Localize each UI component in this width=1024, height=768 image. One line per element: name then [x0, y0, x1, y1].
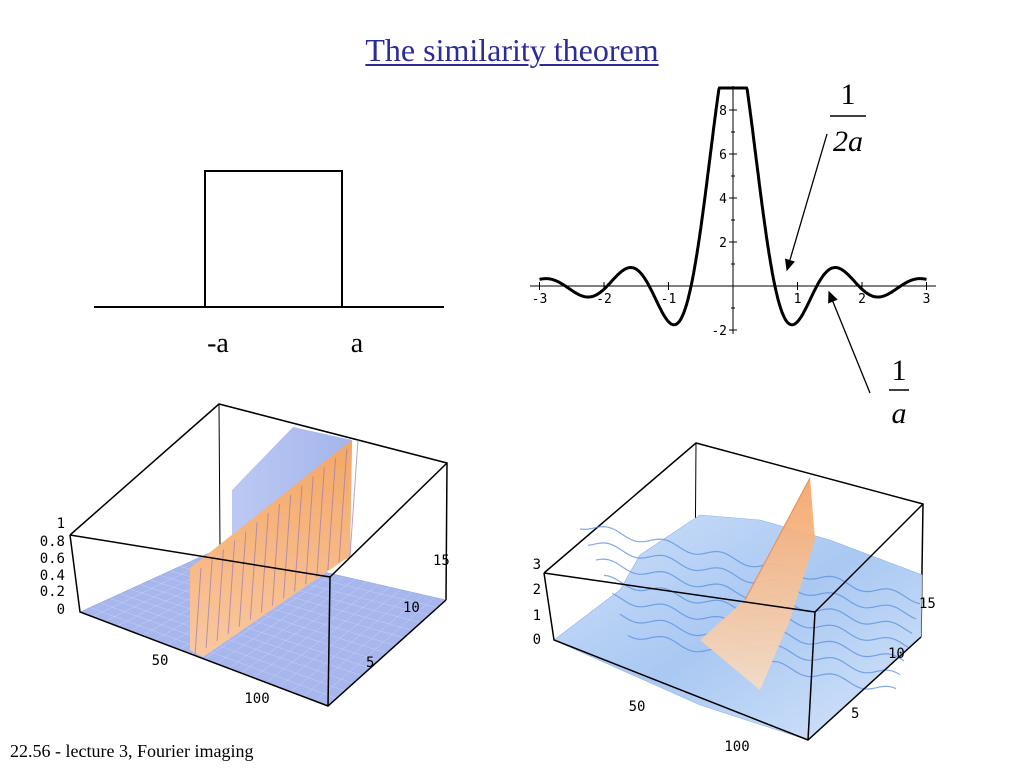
left-floor-grid-line — [149, 579, 388, 654]
label-a: a — [351, 328, 364, 359]
sinc-x-tick-label: -3 — [532, 292, 548, 307]
left-floor-grid-line — [109, 598, 354, 684]
sinc-y-tick-label: 8 — [719, 104, 727, 119]
label-minus-a: -a — [207, 328, 229, 359]
sinc-plot: -3 -2 -1 1 2 3 -2 2 4 6 8 — [530, 86, 936, 339]
sinc-y-tick-label: 2 — [719, 236, 727, 251]
half-width-denominator: 2a — [833, 125, 863, 158]
right-y-tick-2: 15 — [919, 596, 936, 612]
left-z-tick-1: 0.2 — [40, 584, 65, 600]
left-step-stripe — [316, 467, 325, 578]
left-step-stripe — [272, 503, 280, 606]
left-step-stripe — [283, 494, 292, 599]
left-z-tick-5: 1 — [57, 516, 65, 532]
left-step-stripe — [216, 549, 224, 641]
annotation-full-width: 1 a — [828, 290, 909, 430]
sinc-ticks: -3 -2 -1 1 2 3 -2 2 4 6 8 — [532, 87, 931, 339]
left-step-stripe — [260, 513, 269, 613]
rect-pulse-diagram: -a a — [94, 170, 444, 359]
right-central-ridge — [700, 478, 815, 690]
sinc-x-tick-label: -1 — [661, 292, 677, 307]
right-y-tick-1: 10 — [888, 646, 905, 662]
left-step-stripe — [227, 540, 236, 634]
left-step-stripe — [305, 476, 314, 585]
slide-footer: 22.56 - lecture 3, Fourier imaging — [10, 741, 254, 761]
surface-plot-right: 0 1 2 3 50 100 5 10 15 — [533, 442, 936, 755]
left-step-stripe — [205, 558, 213, 648]
right-x-tick-1: 100 — [724, 739, 749, 755]
slide-title: The similarity theorem — [365, 32, 659, 68]
full-width-numerator: 1 — [892, 354, 907, 387]
left-floor-grid-line — [129, 588, 371, 669]
right-z-tick-3: 3 — [533, 557, 541, 573]
sinc-curve — [539, 86, 927, 327]
left-step-stripe — [194, 567, 202, 656]
right-y-tick-0: 5 — [851, 706, 859, 722]
right-z-tick-1: 1 — [533, 608, 541, 624]
right-z-tick-2: 2 — [533, 582, 541, 598]
half-width-numerator: 1 — [841, 78, 856, 111]
left-step-stripe — [249, 522, 258, 620]
left-z-tick-3: 0.6 — [40, 551, 65, 567]
sinc-y-tick-label: 4 — [719, 192, 727, 207]
surface-plot-left: 0 0.2 0.4 0.6 0.8 1 50 100 5 10 15 — [40, 403, 450, 707]
half-width-arrow — [784, 133, 828, 272]
left-z-tick-0: 0 — [57, 602, 65, 618]
rect-pulse — [204, 170, 343, 307]
left-step-stripe — [349, 439, 359, 557]
left-step-stripe — [327, 458, 337, 571]
full-width-arrow — [828, 290, 871, 394]
right-surface-ripple — [587, 542, 917, 620]
left-floor-grid-line — [89, 607, 337, 699]
left-floor-grid-line — [119, 593, 362, 676]
sinc-x-tick-label: 1 — [794, 292, 802, 307]
right-x-tick-0: 50 — [629, 699, 646, 715]
left-y-tick-1: 10 — [403, 600, 420, 616]
left-floor-grid-line — [99, 602, 345, 692]
left-floor-grid-line — [139, 584, 379, 661]
full-width-denominator: a — [892, 397, 907, 430]
right-surface-ripple — [579, 525, 921, 605]
sinc-y-tick-label: -2 — [711, 324, 727, 339]
left-step-stripe — [238, 531, 247, 627]
sinc-x-tick-label: 3 — [923, 292, 931, 307]
left-z-tick-4: 0.8 — [40, 534, 65, 550]
left-step-stripe — [294, 485, 303, 592]
right-z-tick-0: 0 — [533, 632, 541, 648]
sinc-y-tick-label: 6 — [719, 148, 727, 163]
annotation-half-width: 1 2a — [784, 78, 866, 272]
sinc-x-tick-label: -2 — [596, 292, 612, 307]
sinc-x-tick-label: 2 — [858, 292, 866, 307]
left-y-tick-2: 15 — [433, 553, 450, 569]
left-x-tick-0: 50 — [152, 653, 169, 669]
left-x-tick-1: 100 — [244, 691, 269, 707]
left-y-tick-0: 5 — [366, 655, 374, 671]
left-z-tick-2: 0.4 — [40, 568, 65, 584]
left-step-stripe — [338, 449, 348, 564]
